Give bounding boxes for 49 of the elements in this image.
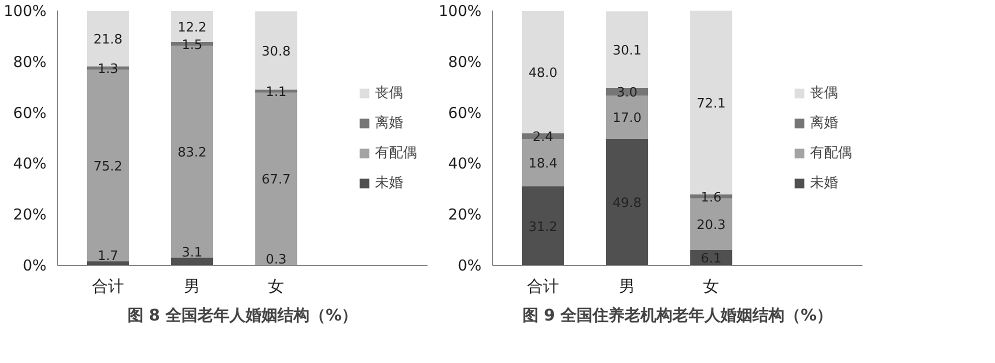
x-tick-label: 男 <box>619 276 636 296</box>
legend-label: 有配偶 <box>810 144 852 162</box>
data-label: 17.0 <box>612 111 642 126</box>
data-label: 18.4 <box>528 156 558 172</box>
data-label: 21.8 <box>93 32 122 48</box>
legend-label: 未婚 <box>375 174 403 192</box>
legend-label: 丧偶 <box>810 84 838 102</box>
data-label: 3.1 <box>182 245 202 260</box>
data-label: 2.4 <box>532 130 554 146</box>
legend-label: 有配偶 <box>375 144 417 162</box>
text: 图 9 全国住养老机构老年人婚姻结构（%） <box>522 306 833 324</box>
y-tick-label: 80% <box>13 52 47 71</box>
x-tick-label: 合计 <box>92 276 124 296</box>
data-label: 3.0 <box>616 86 638 101</box>
y-tick-label: 100% <box>4 2 47 20</box>
data-label: 72.1 <box>696 96 726 112</box>
y-tick-label: 80% <box>448 52 482 71</box>
data-label: 30.8 <box>262 44 291 60</box>
y-tick-label: 0% <box>22 256 46 274</box>
data-label: 0.3 <box>266 252 286 268</box>
data-label: 1.1 <box>266 85 286 100</box>
data-label: 83.2 <box>178 146 207 161</box>
data-label: 1.6 <box>700 190 722 206</box>
y-tick-label: 100% <box>438 2 482 20</box>
y-tick-label: 20% <box>13 206 47 224</box>
data-label: 12.2 <box>178 20 207 36</box>
x-tick-label: 女 <box>268 276 284 296</box>
y-tick-label: 40% <box>13 154 47 173</box>
legend-label: 离婚 <box>375 114 403 132</box>
x-tick-label: 女 <box>703 276 720 296</box>
y-tick-label: 20% <box>448 206 482 224</box>
text: 图 8 全国老年人婚姻结构（%） <box>127 306 358 324</box>
data-label: 67.7 <box>262 172 291 188</box>
data-label: 30.1 <box>612 44 642 59</box>
legend-label: 离婚 <box>810 114 838 132</box>
legend-label: 未婚 <box>810 174 838 192</box>
x-tick-label: 男 <box>184 276 200 296</box>
data-label: 1.5 <box>182 38 202 53</box>
y-tick-label: 40% <box>448 154 482 173</box>
data-label: 75.2 <box>93 159 122 174</box>
data-label: 1.3 <box>98 62 118 78</box>
y-tick-label: 60% <box>13 104 47 122</box>
data-label: 1.7 <box>98 248 118 264</box>
x-tick-label: 合计 <box>526 276 559 296</box>
legend-label: 丧偶 <box>375 84 403 102</box>
data-label: 48.0 <box>528 66 558 82</box>
y-tick-label: 60% <box>448 104 482 122</box>
y-tick-label: 0% <box>458 256 482 274</box>
data-label: 20.3 <box>696 218 726 234</box>
